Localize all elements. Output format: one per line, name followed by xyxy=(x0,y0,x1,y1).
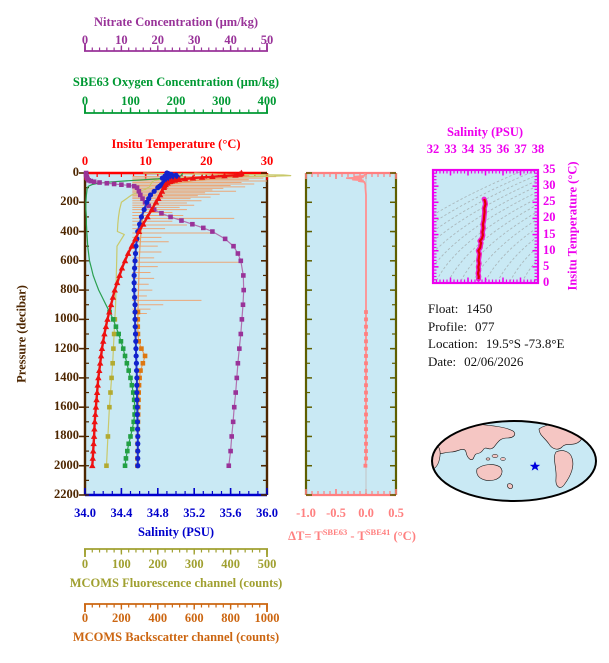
tick-label: 0 xyxy=(72,165,79,179)
tick-label: 35 xyxy=(543,162,556,176)
delta-t-title-prefix: ΔT= T xyxy=(288,529,323,544)
tick-label: 5 xyxy=(543,258,550,273)
tick-label: 30 xyxy=(543,178,556,193)
tick-label: 10 xyxy=(543,242,556,257)
float-info-row: Profile: 077 xyxy=(428,318,564,336)
tick-label: 1400 xyxy=(54,369,79,384)
tick-label: 35.6 xyxy=(219,506,242,520)
delta-t-title-mid: - T xyxy=(347,529,366,544)
tick-label: 300 xyxy=(184,557,204,571)
tick-label: 0 xyxy=(543,275,550,289)
date-label: Date: xyxy=(428,353,457,369)
profile-label: Profile: xyxy=(428,318,467,334)
tick-label: 0 xyxy=(81,94,89,108)
nitrate-axis-title: Nitrate Concentration (µm/kg) xyxy=(93,15,259,29)
tick-label: 0 xyxy=(81,33,89,47)
tick-label: 34 xyxy=(461,142,475,156)
tick-label: 400 xyxy=(221,557,240,571)
tick-label: 36.0 xyxy=(256,506,278,520)
tick-label: 800 xyxy=(60,282,79,297)
tick-label: 200 xyxy=(148,557,168,571)
float-location-star-icon xyxy=(529,461,541,471)
tick-label: 400 xyxy=(60,223,79,238)
tick-label: 0 xyxy=(81,611,89,625)
backscatter-axis-title: MCOMS Backscatter channel (counts) xyxy=(72,630,280,644)
tick-label: 37 xyxy=(514,142,527,156)
tick-label: 600 xyxy=(184,611,204,625)
tick-label: 25 xyxy=(543,194,556,209)
tick-label: 0 xyxy=(81,154,89,168)
tick-label: 2000 xyxy=(54,457,79,472)
tick-label: 34.8 xyxy=(146,506,169,520)
delta-t-title-sup1: SBE63 xyxy=(322,527,348,537)
oxygen-axis-title: SBE63 Oxygen Concentration (µm/kg) xyxy=(72,75,280,89)
tick-label: 34.0 xyxy=(74,506,96,520)
tick-label: 500 xyxy=(257,557,277,571)
tick-label: 400 xyxy=(257,94,277,108)
location-value: 19.5°S -73.8°E xyxy=(485,336,565,351)
delta-t-title-sup2: SBE41 xyxy=(365,527,391,537)
tick-label: 0.0 xyxy=(358,506,374,520)
tick-label: 0.5 xyxy=(388,506,404,520)
location-label: Location: xyxy=(428,336,478,351)
tick-label: 32 xyxy=(426,142,440,156)
temperature-axis-title: Insitu Temperature (°C) xyxy=(111,137,241,151)
tick-label: 1600 xyxy=(54,399,79,414)
ts-salinity-axis-title: Salinity (PSU) xyxy=(446,125,524,139)
tick-label: 20 xyxy=(200,154,213,168)
delta-t-axis-title: ΔT= TSBE63 - TSBE41 (°C) xyxy=(288,526,416,543)
tick-label: 300 xyxy=(212,94,231,108)
tick-label: 100 xyxy=(112,557,131,571)
tick-label: 200 xyxy=(166,94,186,108)
date-value: 02/06/2026 xyxy=(464,353,524,369)
tick-label: 1200 xyxy=(54,340,79,355)
tick-label: 15 xyxy=(543,226,556,241)
delta-t-title-suffix: (°C) xyxy=(390,529,416,544)
float-label: Float: xyxy=(428,301,459,316)
tick-label: 35 xyxy=(479,142,492,156)
tick-label: 200 xyxy=(112,611,131,625)
salinity-axis-title: Salinity (PSU) xyxy=(137,525,215,539)
tick-label: 10 xyxy=(139,154,152,168)
float-info-row: Float: 1450 xyxy=(428,300,564,318)
float-value: 1450 xyxy=(466,301,493,316)
tick-label: 2200 xyxy=(54,487,79,501)
tick-label: 10 xyxy=(115,33,128,47)
pressure-axis-title: Pressure (decibar) xyxy=(14,285,29,383)
profile-value: 077 xyxy=(475,318,495,334)
tick-label: 35.2 xyxy=(183,506,206,520)
tick-label: 36 xyxy=(496,142,510,156)
tick-label: 50 xyxy=(260,33,274,47)
tick-label: 600 xyxy=(60,252,79,267)
tick-label: 33 xyxy=(444,142,457,156)
tick-label: 20 xyxy=(543,210,556,225)
tick-label: 20 xyxy=(151,33,165,47)
tick-label: 34.4 xyxy=(110,506,133,520)
tick-label: 0 xyxy=(81,557,89,571)
world-map xyxy=(431,420,597,502)
tick-label: -1.0 xyxy=(296,506,316,520)
tick-label: 400 xyxy=(148,611,168,625)
float-info-row: Location: 19.5°S -73.8°E xyxy=(428,335,564,353)
tick-label: -0.5 xyxy=(326,506,346,520)
tick-label: 100 xyxy=(121,94,140,108)
tick-label: 30 xyxy=(260,154,274,168)
tick-label: 1000 xyxy=(54,311,79,326)
tick-label: 1800 xyxy=(54,428,79,443)
tick-label: 38 xyxy=(531,142,545,156)
tick-label: 1000 xyxy=(254,611,280,625)
tick-label: 40 xyxy=(224,33,237,47)
float-info-block: Float: 1450 Profile: 077 Location: 19.5°S -… xyxy=(428,300,564,370)
fluorescence-axis-title: MCOMS Fluorescence channel (counts) xyxy=(69,576,283,590)
tick-label: 30 xyxy=(187,33,201,47)
tick-label: 800 xyxy=(221,611,240,625)
tick-label: 200 xyxy=(60,194,79,209)
float-info-row: Date: 02/06/2026 xyxy=(428,353,564,371)
ts-temperature-axis-title: Insitu Temperature (°C) xyxy=(565,161,580,291)
